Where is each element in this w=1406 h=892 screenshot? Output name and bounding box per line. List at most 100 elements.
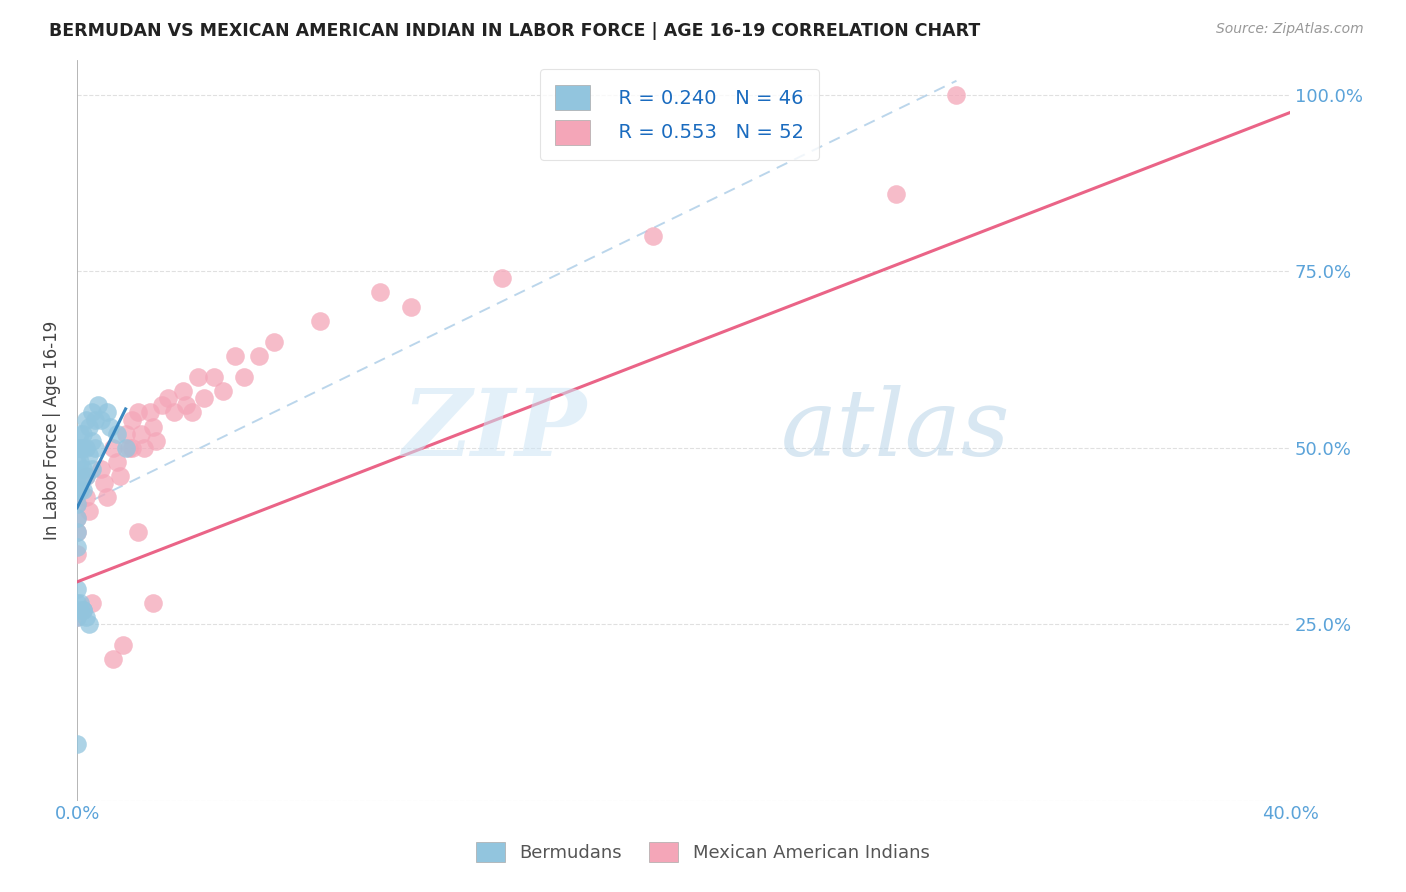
Point (232, 370, 254, 384)
Point (69, 603, 91, 617)
Point (105, 455, 128, 469)
Point (82, 462, 104, 476)
Point (84, 441, 107, 455)
Point (66, 511, 89, 525)
Point (66, 483, 89, 497)
Point (643, 229, 665, 244)
Point (117, 441, 139, 455)
Point (129, 426, 152, 441)
Point (66, 737, 89, 751)
Point (72, 603, 94, 617)
Text: atlas: atlas (780, 385, 1010, 475)
Point (69, 441, 91, 455)
Point (66, 455, 89, 469)
Point (142, 419, 165, 434)
Point (127, 405, 149, 419)
Point (77, 448, 100, 462)
Point (75, 610, 97, 624)
Point (491, 271, 513, 285)
Point (114, 426, 136, 441)
Text: Source: ZipAtlas.com: Source: ZipAtlas.com (1216, 22, 1364, 37)
Point (105, 426, 128, 441)
Point (308, 314, 330, 328)
Point (75, 469, 97, 483)
Point (247, 349, 270, 363)
Point (142, 596, 165, 610)
Point (163, 405, 186, 419)
Legend:   R = 0.240   N = 46,   R = 0.553   N = 52: R = 0.240 N = 46, R = 0.553 N = 52 (540, 70, 820, 161)
Point (145, 434, 167, 448)
Point (399, 300, 422, 314)
Point (127, 525, 149, 540)
Point (72, 462, 94, 476)
Point (93, 476, 115, 491)
Point (96, 490, 118, 504)
Point (121, 441, 143, 455)
Point (66, 540, 89, 554)
Point (66, 511, 89, 525)
Point (202, 370, 225, 384)
Point (174, 398, 197, 412)
Point (121, 412, 143, 426)
Point (111, 638, 134, 652)
Point (69, 483, 91, 497)
Point (72, 426, 94, 441)
Point (100, 419, 122, 434)
Point (945, 87, 967, 102)
Point (157, 392, 180, 406)
Point (90, 462, 112, 476)
Point (224, 349, 246, 363)
Point (211, 384, 233, 399)
Point (66, 596, 89, 610)
Point (193, 392, 215, 406)
Point (75, 469, 97, 483)
Point (114, 441, 136, 455)
Point (82, 405, 104, 419)
Point (77, 617, 100, 632)
Point (75, 441, 97, 455)
Point (66, 483, 89, 497)
Point (75, 490, 97, 504)
Point (66, 610, 89, 624)
Point (66, 441, 89, 455)
Point (108, 469, 131, 483)
Point (75, 412, 97, 426)
Point (82, 434, 104, 448)
Point (72, 441, 94, 455)
Point (263, 334, 285, 349)
Point (72, 603, 94, 617)
Point (69, 426, 91, 441)
Point (103, 652, 125, 666)
Y-axis label: In Labor Force | Age 16-19: In Labor Force | Age 16-19 (44, 320, 60, 540)
Point (66, 547, 89, 561)
Point (66, 582, 89, 596)
Point (187, 370, 209, 384)
Point (66, 469, 89, 483)
Point (103, 441, 125, 455)
Point (132, 441, 155, 455)
Point (370, 285, 392, 300)
Point (77, 419, 100, 434)
Point (82, 596, 104, 610)
Point (139, 405, 162, 419)
Point (66, 525, 89, 540)
Point (66, 497, 89, 511)
Point (69, 596, 91, 610)
Point (66, 525, 89, 540)
Point (181, 405, 204, 419)
Text: BERMUDAN VS MEXICAN AMERICAN INDIAN IN LABOR FORCE | AGE 16-19 CORRELATION CHART: BERMUDAN VS MEXICAN AMERICAN INDIAN IN L… (49, 22, 980, 40)
Point (96, 405, 118, 419)
Point (69, 469, 91, 483)
Point (150, 398, 173, 412)
Text: ZIP: ZIP (402, 385, 586, 475)
Point (84, 412, 107, 426)
Point (72, 603, 94, 617)
Point (172, 384, 194, 399)
Point (66, 610, 89, 624)
Point (90, 412, 112, 426)
Point (69, 455, 91, 469)
Legend: Bermudans, Mexican American Indians: Bermudans, Mexican American Indians (470, 835, 936, 870)
Point (66, 497, 89, 511)
Point (87, 398, 110, 412)
Point (72, 483, 94, 497)
